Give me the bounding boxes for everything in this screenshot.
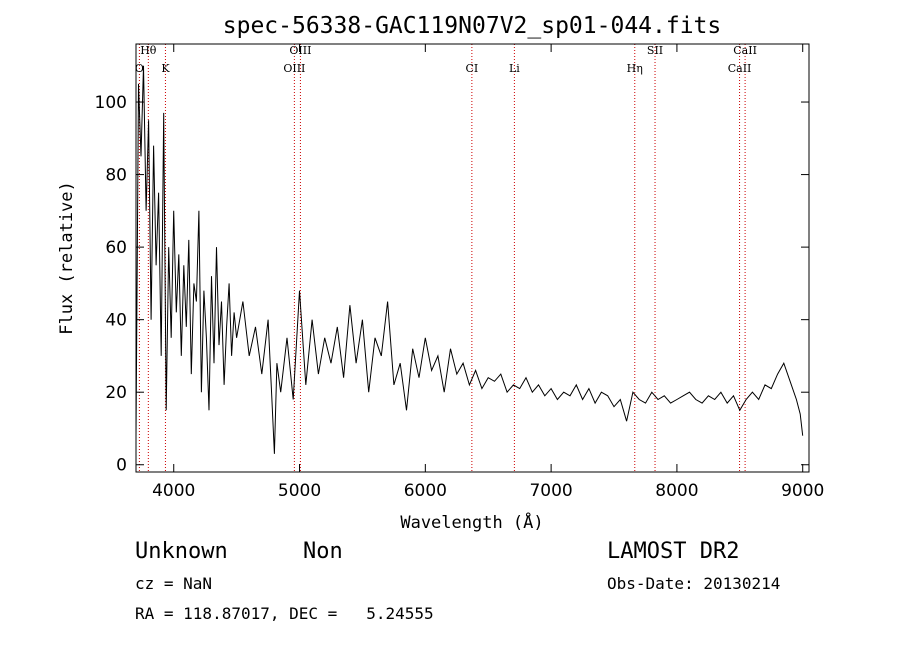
line-label-2: K [161, 62, 170, 75]
line-label-3: OIII [283, 62, 305, 75]
spectral-line-labels: O Hθ K OIII OIII CI Li Hη SII CaII CaII [135, 44, 757, 75]
object-class: Unknown [135, 539, 228, 564]
x-tick-label-1: 5000 [278, 481, 321, 501]
line-label-0: O [135, 62, 144, 75]
line-label-7: Hη [627, 62, 643, 75]
line-label-10: CaII [733, 44, 757, 57]
observation-date: Obs-Date: 20130214 [607, 574, 781, 593]
x-tick-label-4: 8000 [655, 481, 698, 501]
x-axis-ticks: 4000 5000 6000 7000 8000 9000 [152, 44, 824, 501]
object-subclass: Non [303, 539, 343, 564]
x-tick-label-0: 4000 [152, 481, 195, 501]
redshift-cz: cz = NaN [135, 574, 213, 593]
line-label-5: CI [465, 62, 478, 75]
y-tick-label-2: 40 [105, 311, 127, 331]
y-tick-label-5: 100 [95, 93, 127, 113]
y-tick-label-3: 60 [105, 238, 127, 258]
y-axis-ticks: 0 20 40 60 80 100 [95, 93, 809, 476]
line-label-9: CaII [728, 62, 752, 75]
flux-series-line [135, 65, 804, 454]
line-label-1: Hθ [140, 44, 157, 57]
chart-title: spec-56338-GAC119N07V2_sp01-044.fits [223, 13, 722, 39]
x-tick-label-3: 7000 [529, 481, 572, 501]
line-label-6: Li [509, 62, 520, 75]
y-tick-label-0: 0 [116, 456, 127, 476]
y-axis-label: Flux (relative) [57, 181, 77, 335]
x-tick-label-5: 9000 [781, 481, 824, 501]
coordinates: RA = 118.87017, DEC = 5.24555 [135, 604, 434, 623]
y-tick-label-4: 80 [105, 166, 127, 186]
plot-frame [135, 43, 810, 473]
x-tick-label-2: 6000 [404, 481, 447, 501]
spectral-line-markers [138, 44, 746, 472]
survey-name: LAMOST DR2 [607, 539, 740, 564]
spectrum-plot: spec-56338-GAC119N07V2_sp01-044.fits O Hθ… [57, 13, 824, 533]
y-tick-label-1: 20 [105, 383, 127, 403]
line-label-8: SII [647, 44, 663, 57]
line-label-4: OIII [289, 44, 311, 57]
x-axis-label: Wavelength (Å) [400, 511, 543, 533]
